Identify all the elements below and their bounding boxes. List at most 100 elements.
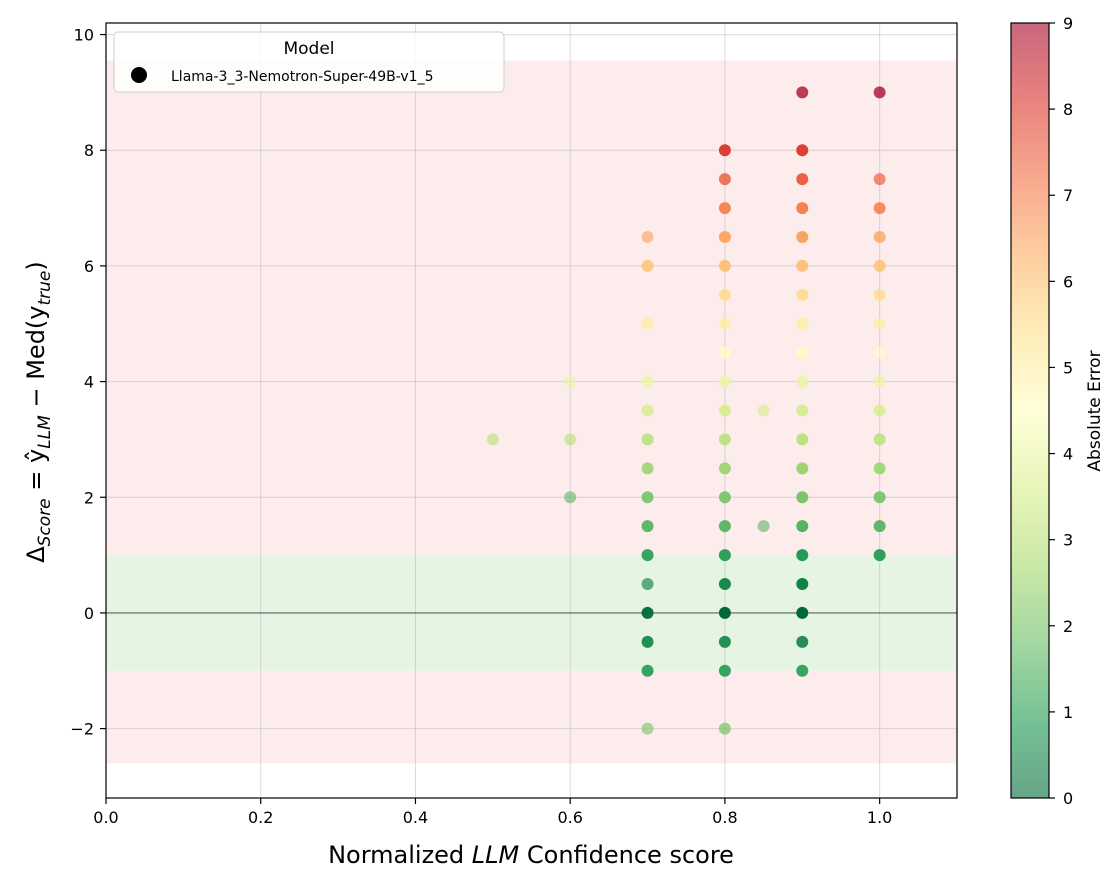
colorbar: 0 1 2 3 4 5 6 7 8 9 Absolute Error bbox=[1010, 14, 1105, 808]
data-point bbox=[718, 549, 731, 562]
colorbar-tick-label: 0 bbox=[1063, 789, 1073, 808]
data-point bbox=[718, 462, 731, 475]
data-point bbox=[641, 491, 654, 504]
data-point bbox=[873, 346, 886, 359]
data-point bbox=[718, 259, 731, 272]
data-point bbox=[796, 202, 809, 215]
data-point bbox=[718, 664, 731, 677]
data-point bbox=[873, 375, 886, 388]
data-point bbox=[641, 549, 654, 562]
colorbar-tick-label: 3 bbox=[1063, 531, 1073, 550]
data-point bbox=[718, 230, 731, 243]
x-tick-label: 0.8 bbox=[712, 808, 737, 827]
data-point bbox=[641, 462, 654, 475]
data-point bbox=[873, 520, 886, 533]
data-point bbox=[718, 288, 731, 301]
x-axis-label: Normalized LLM Confidence score bbox=[328, 841, 734, 869]
data-point bbox=[641, 375, 654, 388]
data-point bbox=[757, 404, 770, 417]
y-tick-label: 6 bbox=[84, 257, 94, 276]
data-point bbox=[796, 404, 809, 417]
data-point bbox=[718, 404, 731, 417]
legend-box bbox=[113, 31, 505, 93]
data-point bbox=[641, 664, 654, 677]
colorbar-tick-label: 4 bbox=[1063, 445, 1073, 464]
data-point bbox=[718, 202, 731, 215]
y-tick-label: 2 bbox=[84, 488, 94, 507]
data-point bbox=[796, 635, 809, 648]
data-point bbox=[641, 230, 654, 243]
y-tick-label: 10 bbox=[74, 26, 94, 45]
data-point bbox=[486, 433, 499, 446]
data-point bbox=[873, 173, 886, 186]
data-point bbox=[873, 230, 886, 243]
data-point bbox=[796, 86, 809, 99]
data-point bbox=[641, 606, 654, 619]
y-tick-label: −2 bbox=[70, 720, 94, 739]
colorbar-frame bbox=[1010, 22, 1050, 799]
data-point bbox=[718, 346, 731, 359]
data-point bbox=[564, 491, 577, 504]
data-point bbox=[873, 202, 886, 215]
legend-marker bbox=[131, 67, 147, 83]
colorbar-tick-label: 1 bbox=[1063, 703, 1073, 722]
data-point bbox=[641, 722, 654, 735]
data-point bbox=[718, 578, 731, 591]
background-bands bbox=[106, 60, 957, 764]
colorbar-label: Absolute Error bbox=[1085, 350, 1105, 471]
data-points bbox=[486, 86, 886, 735]
data-point bbox=[873, 462, 886, 475]
legend-entry-label: Llama-3_3-Nemotron-Super-49B-v1_5 bbox=[171, 69, 434, 85]
x-tick-label: 0.4 bbox=[403, 808, 428, 827]
data-point bbox=[641, 259, 654, 272]
x-tick-label: 1.0 bbox=[867, 808, 892, 827]
data-point bbox=[796, 288, 809, 301]
data-point bbox=[796, 433, 809, 446]
data-point bbox=[873, 491, 886, 504]
data-point bbox=[796, 578, 809, 591]
y-tick-label: 4 bbox=[84, 373, 94, 392]
colorbar-tick-label: 7 bbox=[1063, 186, 1073, 205]
x-tick-label: 0.6 bbox=[557, 808, 582, 827]
data-point bbox=[796, 230, 809, 243]
data-point bbox=[796, 520, 809, 533]
data-point bbox=[796, 462, 809, 475]
error-band-lower bbox=[106, 670, 957, 764]
data-point bbox=[796, 346, 809, 359]
data-point bbox=[873, 317, 886, 330]
plot-frame bbox=[105, 22, 958, 799]
data-point bbox=[641, 520, 654, 533]
x-tick-label: 0.0 bbox=[93, 808, 118, 827]
colorbar-tick-label: 5 bbox=[1063, 358, 1073, 377]
colorbar-tick-label: 6 bbox=[1063, 272, 1073, 291]
data-point bbox=[757, 520, 770, 533]
data-point bbox=[718, 173, 731, 186]
colorbar-tick-label: 9 bbox=[1063, 14, 1073, 33]
data-point bbox=[796, 259, 809, 272]
data-point bbox=[641, 635, 654, 648]
data-point bbox=[718, 635, 731, 648]
data-point bbox=[796, 491, 809, 504]
data-point bbox=[718, 433, 731, 446]
data-point bbox=[796, 144, 809, 157]
legend: Model Llama-3_3-Nemotron-Super-49B-v1_5 bbox=[113, 31, 505, 93]
data-point bbox=[796, 664, 809, 677]
data-point bbox=[873, 549, 886, 562]
data-point bbox=[796, 606, 809, 619]
data-point bbox=[873, 404, 886, 417]
data-point bbox=[873, 259, 886, 272]
colorbar-ticks: 0 1 2 3 4 5 6 7 8 9 bbox=[1049, 14, 1073, 808]
data-point bbox=[796, 375, 809, 388]
data-point bbox=[641, 317, 654, 330]
data-point bbox=[718, 375, 731, 388]
data-point bbox=[796, 317, 809, 330]
data-point bbox=[718, 144, 731, 157]
data-point bbox=[641, 433, 654, 446]
x-axis-ticks: 0.0 0.2 0.4 0.6 0.8 1.0 bbox=[93, 798, 892, 827]
error-band-upper bbox=[106, 60, 957, 556]
colorbar-tick-label: 8 bbox=[1063, 100, 1073, 119]
colorbar-tick-label: 2 bbox=[1063, 617, 1073, 636]
colorbar-gradient bbox=[1011, 23, 1049, 798]
y-tick-label: 0 bbox=[84, 604, 94, 623]
